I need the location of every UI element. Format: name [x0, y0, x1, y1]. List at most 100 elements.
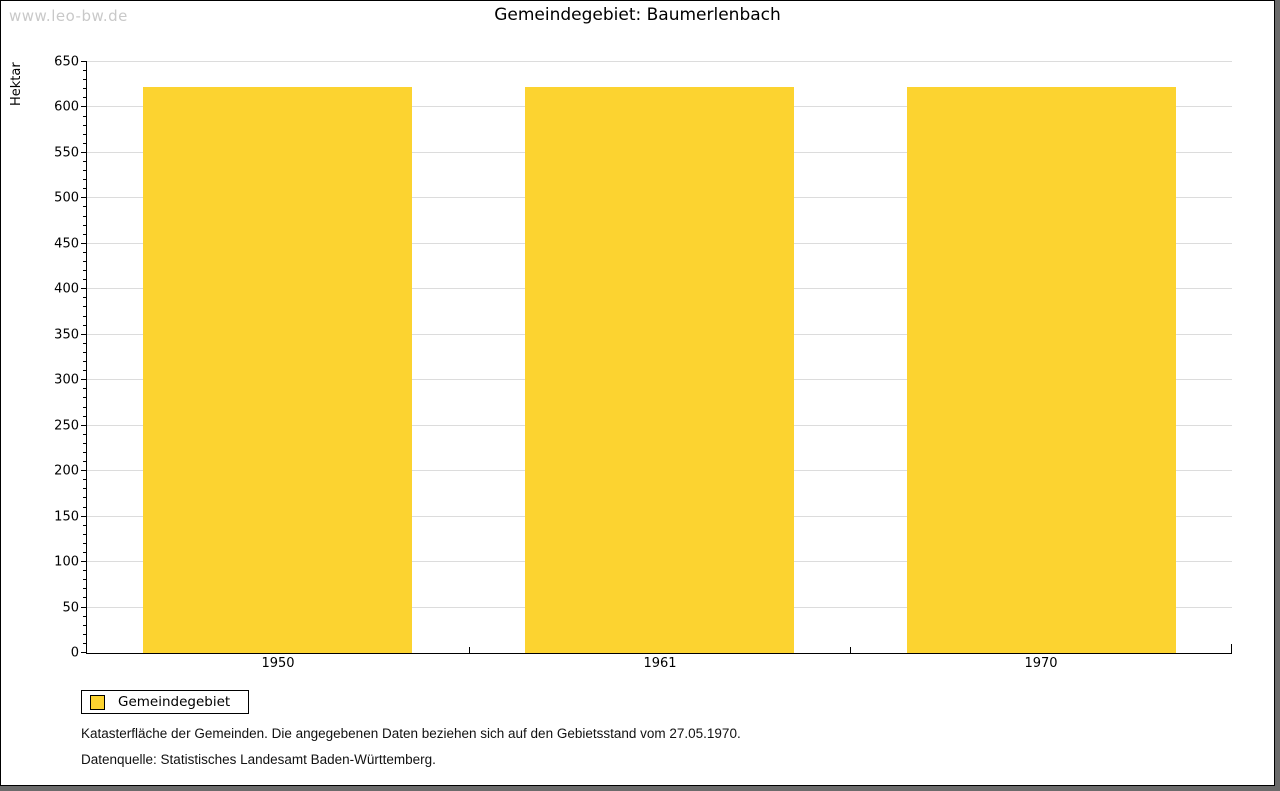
y-axis-major-tick [81, 197, 87, 198]
y-axis-tick-label: 350 [54, 327, 79, 343]
legend-swatch-gemeindegebiet [90, 694, 105, 710]
y-axis-major-tick [81, 561, 87, 562]
y-axis-tick-label: 550 [54, 145, 79, 161]
y-axis-major-tick [81, 288, 87, 289]
y-axis-minor-tick [83, 161, 87, 162]
y-axis-tick-label: 400 [54, 281, 79, 297]
y-axis-tick-label: 0 [70, 645, 79, 661]
y-axis-minor-tick [83, 252, 87, 253]
y-axis-major-tick [81, 243, 87, 244]
y-axis-minor-tick [83, 116, 87, 117]
y-axis-tick-label: 600 [54, 99, 79, 115]
y-axis-major-tick [81, 425, 87, 426]
y-axis-minor-tick [83, 88, 87, 89]
y-axis-minor-tick [83, 143, 87, 144]
y-axis-minor-tick [83, 443, 87, 444]
y-axis-minor-tick [83, 270, 87, 271]
y-axis-minor-tick [83, 570, 87, 571]
y-axis-tick-label: 100 [54, 554, 79, 570]
y-axis-minor-tick [83, 206, 87, 207]
y-axis-minor-tick [83, 279, 87, 280]
y-axis-minor-tick [83, 225, 87, 226]
y-axis-tick-label: 200 [54, 463, 79, 479]
y-axis-minor-tick [83, 134, 87, 135]
y-axis-major-tick [81, 61, 87, 62]
y-axis-minor-tick [83, 325, 87, 326]
y-axis-minor-tick [83, 316, 87, 317]
y-axis-minor-tick [83, 497, 87, 498]
y-axis-minor-tick [83, 188, 87, 189]
y-axis-minor-tick [83, 397, 87, 398]
y-axis-minor-tick [83, 434, 87, 435]
y-axis-minor-tick [83, 70, 87, 71]
y-axis-minor-tick [83, 361, 87, 362]
footer-source: Datenquelle: Statistisches Landesamt Bad… [81, 752, 436, 767]
y-axis-tick-label: 650 [54, 54, 79, 70]
y-axis-minor-tick [83, 534, 87, 535]
y-axis-tick-label: 150 [54, 509, 79, 525]
y-axis-minor-tick [83, 79, 87, 80]
y-axis-tick-label: 500 [54, 190, 79, 206]
y-axis-minor-tick [83, 597, 87, 598]
y-gridline [87, 61, 1232, 62]
y-axis-minor-tick [83, 625, 87, 626]
bar-1961 [525, 87, 794, 653]
y-axis-tick-label: 50 [62, 600, 79, 616]
legend: Gemeindegebiet [81, 690, 250, 714]
y-axis-minor-tick [83, 97, 87, 98]
y-axis-minor-tick [83, 306, 87, 307]
bar-1970 [907, 87, 1176, 653]
y-axis-major-tick [81, 470, 87, 471]
x-axis-tick-label: 1950 [261, 656, 295, 671]
y-axis-major-tick [81, 334, 87, 335]
y-axis-minor-tick [83, 179, 87, 180]
y-axis-minor-tick [83, 388, 87, 389]
y-axis-major-tick [81, 652, 87, 653]
y-axis-minor-tick [83, 416, 87, 417]
y-axis-minor-tick [83, 543, 87, 544]
y-axis-minor-tick [83, 461, 87, 462]
y-axis-major-tick [81, 516, 87, 517]
y-axis-minor-tick [83, 525, 87, 526]
y-axis-major-tick [81, 106, 87, 107]
footer-note: Katasterfläche der Gemeinden. Die angege… [81, 726, 741, 741]
y-axis-tick-label: 300 [54, 372, 79, 388]
plot-area: 0 50 100 150 200 250 300 350 400 450 500 550 600 650 1… [54, 55, 1232, 671]
y-axis-major-tick [81, 379, 87, 380]
y-axis-minor-tick [83, 407, 87, 408]
y-axis-tick-label: 450 [54, 236, 79, 252]
x-axis-boundary-tick [469, 647, 470, 653]
bar-1950 [143, 87, 412, 653]
y-axis-minor-tick [83, 616, 87, 617]
x-axis-end-tick [1231, 644, 1232, 653]
y-axis-minor-tick [83, 343, 87, 344]
y-axis-minor-tick [83, 634, 87, 635]
x-axis-tick-label: 1970 [1024, 656, 1058, 671]
y-axis-minor-tick [83, 125, 87, 126]
y-axis-title: Hektar [9, 62, 24, 106]
y-axis-major-tick [81, 152, 87, 153]
watermark: www.leo-bw.de [9, 7, 128, 25]
y-axis-minor-tick [83, 552, 87, 553]
y-axis-minor-tick [83, 479, 87, 480]
legend-label: Gemeindegebiet [118, 694, 231, 710]
y-axis-minor-tick [83, 579, 87, 580]
y-axis-tick-label: 250 [54, 418, 79, 434]
y-axis-minor-tick [83, 170, 87, 171]
y-axis-minor-tick [83, 216, 87, 217]
y-axis-minor-tick [83, 488, 87, 489]
y-axis-minor-tick [83, 234, 87, 235]
y-axis-minor-tick [83, 352, 87, 353]
y-axis-major-tick [81, 607, 87, 608]
y-axis-minor-tick [83, 588, 87, 589]
y-axis-minor-tick [83, 643, 87, 644]
x-axis-boundary-tick [850, 647, 851, 653]
chart-title: Gemeindegebiet: Baumerlenbach [494, 5, 781, 25]
y-axis-minor-tick [83, 370, 87, 371]
y-axis-minor-tick [83, 261, 87, 262]
x-axis-tick-label: 1961 [643, 656, 677, 671]
y-axis-minor-tick [83, 452, 87, 453]
y-axis-minor-tick [83, 297, 87, 298]
y-axis-minor-tick [83, 507, 87, 508]
